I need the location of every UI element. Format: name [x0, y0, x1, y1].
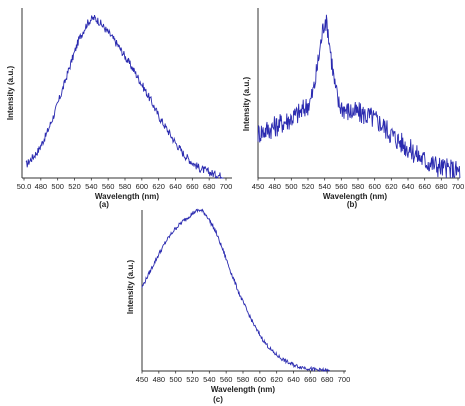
x-tick-label: 50.0 [17, 182, 32, 191]
x-tick-label: 580 [237, 375, 250, 384]
x-tick-label: 660 [304, 375, 317, 384]
x-tick-label: 500 [169, 375, 182, 384]
x-tick-label: 680 [435, 182, 448, 191]
x-tick-label: 540 [203, 375, 216, 384]
panel-b: 450 480 500 520 540 560 580 600 620 640 660 680 700 … [242, 8, 464, 209]
x-ticks: 50.0 480 500 520 540 560 580 600 620 640 660 680 700 [17, 178, 233, 191]
x-tick-label: 680 [321, 375, 334, 384]
y-axis-title: Intensity (a.u.) [242, 77, 251, 132]
x-ticks: 450 480 500 520 540 560 580 600 620 640 660 680 700 [136, 371, 351, 384]
x-tick-label: 620 [385, 182, 398, 191]
x-tick-label: 640 [402, 182, 415, 191]
x-tick-label: 620 [270, 375, 283, 384]
x-tick-label: 660 [418, 182, 431, 191]
x-axis-title: Wavelength (nm) [95, 192, 159, 201]
x-tick-label: 580 [119, 182, 132, 191]
x-tick-label: 700 [220, 182, 233, 191]
panel-label: (b) [347, 200, 358, 209]
x-tick-label: 560 [102, 182, 115, 191]
x-tick-label: 620 [152, 182, 165, 191]
x-tick-label: 480 [35, 182, 48, 191]
x-tick-label: 600 [254, 375, 267, 384]
x-tick-label: 700 [338, 375, 351, 384]
x-ticks: 450 480 500 520 540 560 580 600 620 640 660 680 700 [252, 178, 465, 191]
x-tick-label: 640 [287, 375, 300, 384]
y-axis-title: Intensity (a.u.) [6, 66, 15, 121]
panel-label: (a) [99, 200, 109, 209]
panel-label: (c) [213, 395, 223, 404]
x-tick-label: 600 [136, 182, 149, 191]
series-line [257, 14, 461, 179]
x-axis-title: Wavelength (nm) [211, 385, 275, 394]
x-tick-label: 560 [335, 182, 348, 191]
x-tick-label: 520 [68, 182, 81, 191]
x-axis-title: Wavelength (nm) [323, 192, 387, 201]
x-tick-label: 540 [318, 182, 331, 191]
x-tick-label: 540 [85, 182, 98, 191]
x-tick-label: 520 [302, 182, 315, 191]
x-tick-label: 700 [452, 182, 465, 191]
x-tick-label: 480 [153, 375, 166, 384]
x-tick-label: 580 [352, 182, 365, 191]
series-line [141, 208, 330, 373]
panel-a: 50.0 480 500 520 540 560 580 600 620 640 660 680 700… [6, 8, 232, 209]
y-axis-title: Intensity (a.u.) [126, 260, 135, 315]
series-line [25, 14, 224, 179]
x-tick-label: 480 [268, 182, 281, 191]
panel-c: 450 480 500 520 540 560 580 600 620 640 660 680 700 … [126, 208, 351, 404]
x-tick-label: 660 [186, 182, 199, 191]
x-tick-label: 520 [186, 375, 199, 384]
x-tick-label: 560 [220, 375, 233, 384]
x-tick-label: 600 [368, 182, 381, 191]
x-tick-label: 450 [252, 182, 265, 191]
x-tick-label: 640 [169, 182, 182, 191]
x-tick-label: 500 [51, 182, 64, 191]
x-tick-label: 450 [136, 375, 149, 384]
x-tick-label: 680 [203, 182, 216, 191]
x-tick-label: 500 [285, 182, 298, 191]
